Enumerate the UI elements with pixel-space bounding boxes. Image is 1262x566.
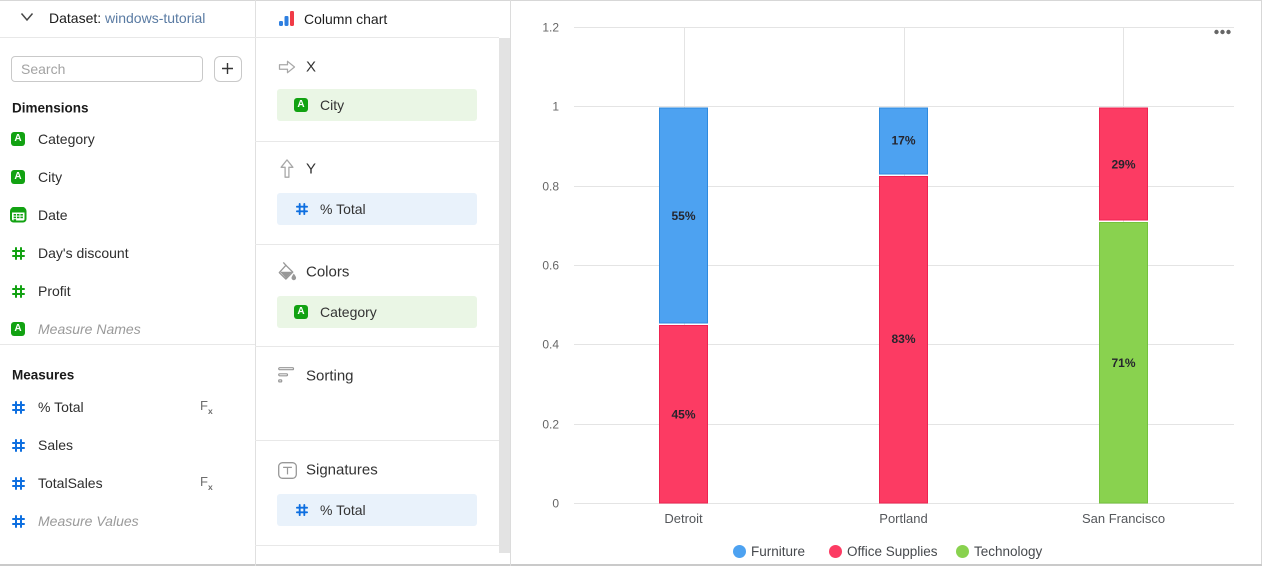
svg-text:0.2: 0.2 [542, 418, 559, 432]
svg-text:Office Supplies: Office Supplies [847, 544, 938, 559]
svg-text:San Francisco: San Francisco [1082, 511, 1165, 526]
svg-text:Detroit: Detroit [664, 511, 703, 526]
svg-text:17%: 17% [891, 134, 915, 148]
svg-text:0.6: 0.6 [542, 259, 559, 273]
svg-text:0.4: 0.4 [542, 338, 559, 352]
svg-text:29%: 29% [1111, 158, 1135, 172]
svg-text:Technology: Technology [974, 544, 1043, 559]
svg-text:1: 1 [552, 100, 559, 114]
svg-text:71%: 71% [1111, 356, 1135, 370]
svg-text:Furniture: Furniture [751, 544, 805, 559]
svg-text:0: 0 [552, 497, 559, 511]
svg-text:55%: 55% [671, 209, 695, 223]
svg-text:0.8: 0.8 [542, 180, 559, 194]
svg-text:45%: 45% [671, 408, 695, 422]
svg-text:83%: 83% [891, 332, 915, 346]
svg-text:1.2: 1.2 [542, 21, 559, 35]
svg-text:Portland: Portland [879, 511, 927, 526]
